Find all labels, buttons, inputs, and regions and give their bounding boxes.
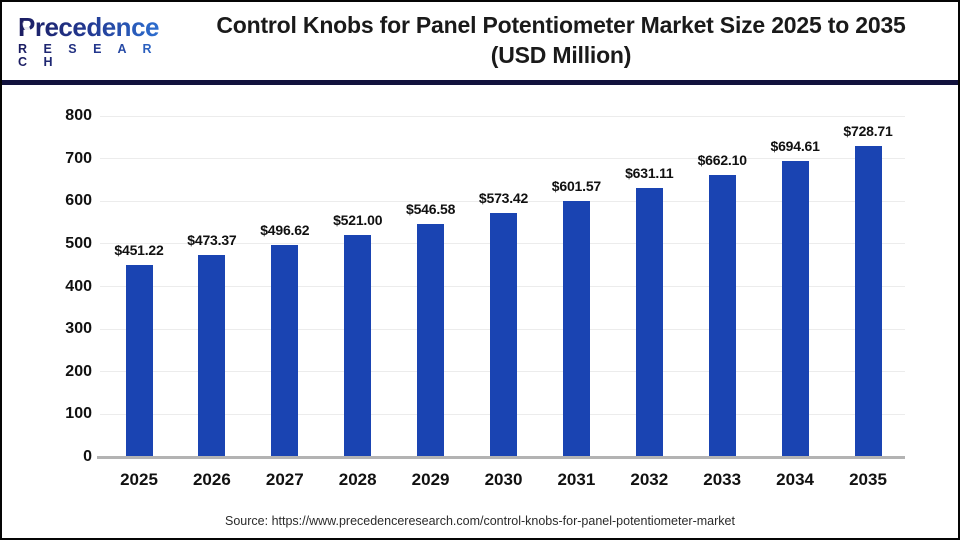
source-text: Source: https://www.precedenceresearch.c… <box>225 514 735 528</box>
x-axis-label-2031: 2031 <box>557 470 596 489</box>
bar-value-label-2032: $631.11 <box>625 164 674 181</box>
x-axis-label-2029: 2029 <box>411 470 450 489</box>
x-axis-label-2034: 2034 <box>776 470 814 489</box>
bar-2025 <box>125 264 153 457</box>
x-axis-line <box>97 456 905 459</box>
bar-2026 <box>198 255 226 457</box>
bar-2027 <box>271 245 299 457</box>
header-divider <box>2 80 958 85</box>
y-axis-label-0: 0 <box>83 448 92 465</box>
chart-title-line-2: (USD Million) <box>490 42 632 68</box>
header: Precedence R E S E A R C H Control Knobs… <box>2 2 958 80</box>
bar-2030 <box>490 212 517 457</box>
bar-2035 <box>854 146 882 457</box>
bar-value-label-2026: $473.37 <box>187 232 237 249</box>
gridline-600 <box>100 200 905 202</box>
gridline-800 <box>100 115 905 117</box>
bar-value-label-2028: $521.00 <box>333 211 383 228</box>
bar-value-label-2029: $546.58 <box>405 201 456 218</box>
bar-2034 <box>781 160 809 457</box>
bar-2031 <box>562 200 590 457</box>
x-axis-label-2025: 2025 <box>120 470 158 489</box>
bar-value-label-2031: $601.57 <box>551 177 601 194</box>
bar-2029 <box>417 224 445 457</box>
precedence-logo: Precedence R E S E A R C H <box>2 14 178 68</box>
x-axis-label-2026: 2026 <box>192 470 231 489</box>
bar-value-label-2034: $694.61 <box>770 137 820 154</box>
y-axis-label-100: 100 <box>65 405 92 423</box>
gridline-700 <box>100 158 905 160</box>
bar-value-label-2025: $451.22 <box>114 241 164 258</box>
bar-value-label-2027: $496.62 <box>260 222 310 239</box>
logo-research-text: R E S E A R C H <box>18 43 178 68</box>
x-axis-label-2032: 2032 <box>630 470 669 489</box>
y-axis-label-400: 400 <box>65 277 92 295</box>
y-axis-label-600: 600 <box>65 192 92 210</box>
y-axis-label-800: 800 <box>65 107 92 124</box>
y-axis-label-300: 300 <box>65 320 92 338</box>
chart-title: Control Knobs for Panel Potentiometer Ma… <box>178 11 958 71</box>
x-axis-label-2028: 2028 <box>338 470 377 489</box>
chart-title-line-1: Control Knobs for Panel Potentiometer Ma… <box>216 12 906 39</box>
bar-2032 <box>635 187 663 457</box>
x-axis-label-2035: 2035 <box>849 470 887 489</box>
bar-value-label-2033: $662.10 <box>697 151 747 168</box>
x-axis-label-2033: 2033 <box>703 470 742 489</box>
logo-brand-text: Precedence <box>18 14 178 40</box>
x-axis-label-2027: 2027 <box>265 470 304 489</box>
y-axis-label-500: 500 <box>65 234 92 252</box>
bar-2033 <box>708 174 736 457</box>
y-axis-label-200: 200 <box>65 362 92 380</box>
bar-value-label-2035: $728.71 <box>843 123 893 140</box>
y-axis-label-700: 700 <box>65 149 92 167</box>
x-axis-label-2030: 2030 <box>484 470 523 489</box>
bar-2028 <box>344 234 372 457</box>
bar-value-label-2030: $573.42 <box>478 189 529 206</box>
